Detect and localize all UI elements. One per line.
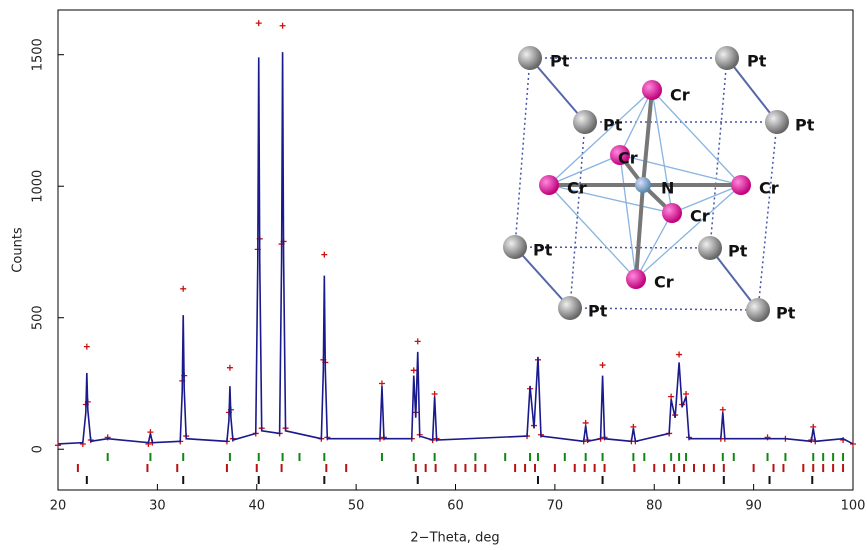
crystal-inset: Pt Pt Pt Pt Pt Pt Pt Pt Cr Cr Cr Cr Cr Cr N bbox=[503, 46, 815, 323]
bond bbox=[569, 121, 586, 309]
observed-point bbox=[668, 393, 675, 400]
observed-point bbox=[850, 440, 856, 447]
atom bbox=[662, 203, 682, 223]
atom-label: Pt bbox=[533, 241, 553, 260]
bond bbox=[514, 246, 571, 309]
bond bbox=[548, 184, 637, 280]
atom-label: Pt bbox=[747, 52, 767, 71]
atom-label: Pt bbox=[603, 116, 623, 135]
observed-point bbox=[431, 391, 438, 397]
x-tick-label: 40 bbox=[248, 499, 265, 514]
atom bbox=[635, 177, 651, 193]
observed-point bbox=[676, 351, 683, 358]
observed-point bbox=[683, 391, 690, 397]
bond bbox=[709, 247, 759, 311]
atom bbox=[558, 296, 582, 320]
atom-label: Pt bbox=[776, 304, 796, 323]
x-tick-label: 80 bbox=[646, 499, 663, 514]
atom-label: Pt bbox=[795, 116, 815, 135]
bond bbox=[619, 154, 742, 186]
bond bbox=[548, 184, 673, 214]
atom-label: Cr bbox=[690, 207, 710, 226]
atom bbox=[610, 145, 630, 165]
observed-point bbox=[410, 367, 417, 374]
x-tick-label: 30 bbox=[149, 499, 166, 514]
atom bbox=[573, 110, 597, 134]
bond bbox=[619, 89, 653, 156]
observed-point bbox=[321, 251, 328, 258]
bond bbox=[651, 89, 673, 214]
atom bbox=[642, 80, 662, 100]
x-tick-label: 20 bbox=[50, 499, 67, 514]
bond bbox=[641, 89, 654, 186]
bond bbox=[619, 154, 637, 280]
atom bbox=[765, 110, 789, 134]
atom-label: Cr bbox=[670, 86, 690, 105]
bond bbox=[651, 89, 742, 186]
atom bbox=[746, 298, 770, 322]
y-axis-label: Counts bbox=[11, 227, 26, 273]
x-tick-label: 100 bbox=[841, 499, 866, 514]
observed-point bbox=[599, 362, 606, 369]
observed-point bbox=[226, 364, 233, 371]
observed-point bbox=[255, 20, 262, 27]
atom-label: Pt bbox=[550, 52, 570, 71]
calculated-line bbox=[57, 52, 854, 445]
observed-point bbox=[378, 380, 385, 387]
x-tick-label: 90 bbox=[745, 499, 762, 514]
observed-point bbox=[414, 338, 421, 345]
bond bbox=[635, 184, 742, 280]
bond bbox=[514, 57, 531, 248]
atom bbox=[539, 175, 559, 195]
y-tick-label: 1500 bbox=[31, 38, 46, 71]
x-tick-label: 50 bbox=[348, 499, 365, 514]
observed-point bbox=[719, 406, 726, 413]
atom-label: Cr bbox=[567, 179, 587, 198]
atom-label: Cr bbox=[654, 273, 674, 292]
atom bbox=[503, 235, 527, 259]
y-tick-label: 1000 bbox=[31, 170, 46, 203]
observed-point bbox=[582, 419, 589, 426]
atom-label: Pt bbox=[588, 302, 608, 321]
atom-label: N bbox=[661, 179, 674, 198]
bond bbox=[634, 184, 645, 280]
x-tick-label: 70 bbox=[547, 499, 564, 514]
bond bbox=[709, 57, 728, 249]
y-tick-label: 500 bbox=[31, 305, 46, 330]
atom bbox=[626, 269, 646, 289]
atom bbox=[518, 46, 542, 70]
bond bbox=[671, 184, 742, 214]
atom bbox=[698, 236, 722, 260]
bond bbox=[726, 57, 778, 123]
bond bbox=[548, 89, 653, 186]
atom bbox=[715, 46, 739, 70]
bond bbox=[548, 154, 621, 186]
atom bbox=[731, 175, 751, 195]
atom-label: Pt bbox=[728, 242, 748, 261]
observed-point bbox=[180, 285, 187, 292]
bond bbox=[635, 212, 673, 280]
bond bbox=[757, 121, 778, 311]
y-tick-label: 0 bbox=[31, 445, 46, 453]
observed-point bbox=[83, 343, 90, 350]
bond bbox=[569, 307, 759, 311]
atom-label: Cr bbox=[618, 149, 638, 168]
observed-point bbox=[279, 22, 286, 29]
x-tick-label: 60 bbox=[447, 499, 464, 514]
atom-label: Cr bbox=[759, 179, 779, 198]
x-axis-label: 2−Theta, deg bbox=[410, 531, 499, 546]
bond bbox=[529, 57, 586, 123]
